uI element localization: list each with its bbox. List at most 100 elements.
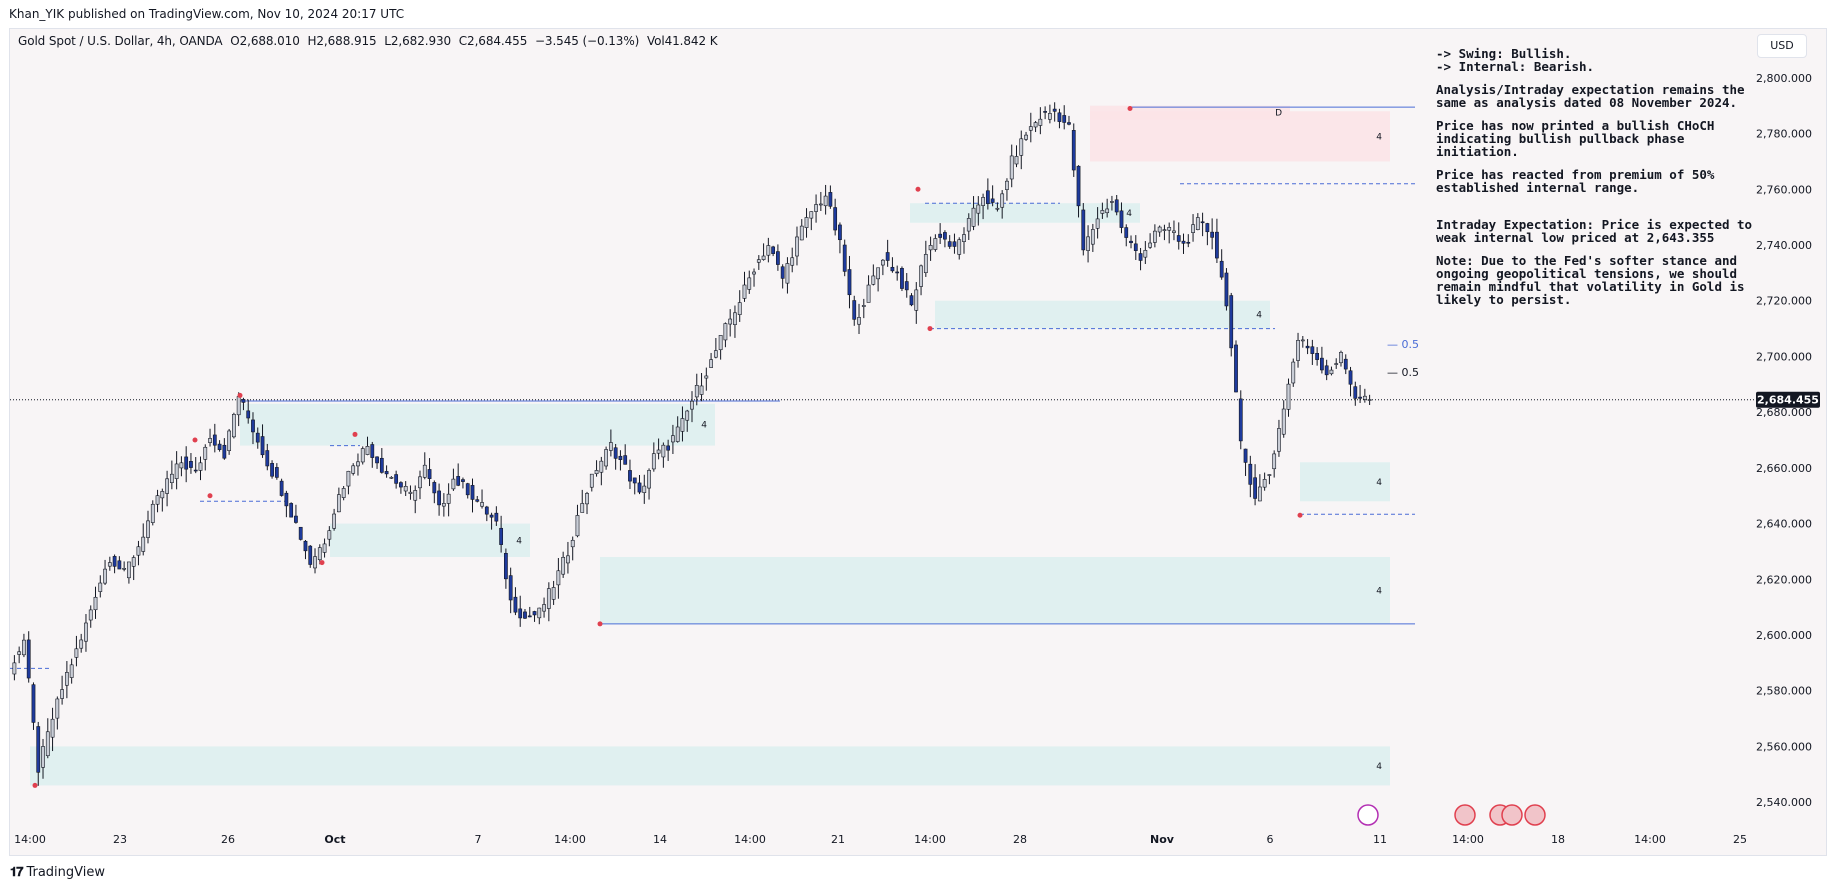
candle-body (685, 410, 690, 421)
candle-body (651, 453, 656, 470)
candle-body (1210, 231, 1215, 238)
candle-body (780, 266, 785, 279)
candle-body (45, 731, 50, 757)
candle-body (847, 269, 852, 296)
candle-body (313, 556, 317, 569)
us-flag-event-icon[interactable] (1524, 804, 1546, 826)
candle-body (84, 622, 88, 642)
candle-body (284, 492, 289, 507)
candle-body (838, 224, 842, 241)
candle-body (675, 426, 680, 442)
candle-body (1272, 453, 1277, 470)
candle-body (1086, 236, 1090, 251)
candle-body (919, 265, 923, 287)
swing-point-10 (1297, 512, 1303, 518)
candle-body (241, 399, 246, 403)
candle-body (1229, 295, 1234, 349)
candle-body (1076, 165, 1081, 207)
currency-selector[interactable]: USD (1757, 34, 1807, 58)
ohlc-change: −3.545 (−0.13%) (534, 34, 640, 48)
candle-body (303, 540, 308, 552)
candle-body (246, 410, 251, 419)
candle-body (537, 607, 542, 619)
candle-body (1300, 339, 1305, 342)
candle-body (1262, 479, 1267, 488)
candle-body (127, 561, 131, 579)
candle-body (1191, 224, 1195, 233)
lightning-event-icon[interactable] (1357, 804, 1379, 826)
candle-body (699, 385, 704, 395)
candle-body (876, 267, 880, 280)
candle-body (704, 375, 709, 379)
candle-body (1081, 209, 1086, 251)
candle-body (1215, 231, 1219, 259)
candle-body (79, 639, 84, 649)
candle-body (55, 698, 60, 719)
candle-body (589, 473, 594, 488)
candle-body (198, 462, 203, 471)
y-tick-label: 2,720.000 (1756, 295, 1812, 308)
swing-point-1 (192, 437, 198, 443)
candle-body (904, 281, 909, 291)
candle-body (1248, 463, 1253, 485)
zone-label-6: 4 (516, 536, 522, 546)
candle-body (1267, 474, 1272, 476)
ohlc-open: O2,688.010 (230, 34, 300, 48)
candle-body (1162, 229, 1167, 231)
candle-body (1310, 346, 1315, 354)
zone-label-8: D (1275, 109, 1282, 119)
candle-body (394, 474, 399, 484)
candle-body (914, 289, 919, 311)
candle-body (465, 483, 470, 496)
us-flag-event-icon[interactable] (1454, 804, 1476, 826)
candle-body (818, 203, 823, 206)
candle-body (1353, 386, 1358, 399)
candle-body (437, 490, 441, 506)
candle-body (1334, 363, 1339, 365)
candle-body (489, 514, 494, 518)
candle-body (88, 609, 93, 621)
zone-label-7: 4 (1376, 132, 1382, 142)
candle-body (842, 244, 847, 272)
candle-body (1100, 210, 1105, 214)
tradingview-brand[interactable]: 𝟏𝟕 TradingView (10, 865, 105, 880)
candle-body (1033, 122, 1038, 128)
current-price-tag (1756, 391, 1820, 408)
us-flag-event-icon[interactable] (1501, 804, 1523, 826)
candle-body (518, 608, 523, 619)
candle-body (1167, 227, 1172, 231)
candle-body (74, 648, 79, 658)
x-tick-label: 14:00 (14, 833, 46, 846)
swing-point-7 (915, 186, 921, 192)
candle-body (900, 268, 904, 289)
candle-body (475, 499, 480, 502)
candle-body (1243, 448, 1248, 463)
candle-body (1253, 477, 1257, 499)
candle-body (184, 456, 189, 470)
candle-body (671, 435, 675, 443)
candle-body (962, 234, 966, 242)
note-internal: -> Internal: Bearish. (1436, 59, 1595, 74)
candle-body (637, 482, 642, 493)
candle-body (117, 560, 122, 570)
candle-body (885, 252, 890, 261)
candle-body (165, 478, 169, 494)
y-tick-label: 2,600.000 (1756, 629, 1812, 642)
candle-body (709, 359, 713, 368)
candle-body (733, 312, 737, 325)
volume-value: Vol41.842 K (646, 34, 718, 48)
candle-body (279, 480, 284, 496)
swing-point-3 (237, 392, 243, 398)
swing-point-8 (927, 326, 933, 332)
y-tick-label: 2,540.000 (1756, 796, 1812, 809)
candle-body (103, 568, 107, 584)
candle-body (98, 582, 103, 592)
symbol-name[interactable]: Gold Spot / U.S. Dollar, 4h, OANDA (18, 34, 223, 48)
candle-body (446, 493, 451, 504)
candle-body (532, 611, 537, 616)
candle-body (1291, 361, 1296, 384)
candle-body (1296, 340, 1300, 361)
zone-label-3: 4 (1256, 311, 1262, 321)
fib-level-swing: — 0.5 (1387, 338, 1419, 351)
y-tick-label: 2,680.000 (1756, 406, 1812, 419)
